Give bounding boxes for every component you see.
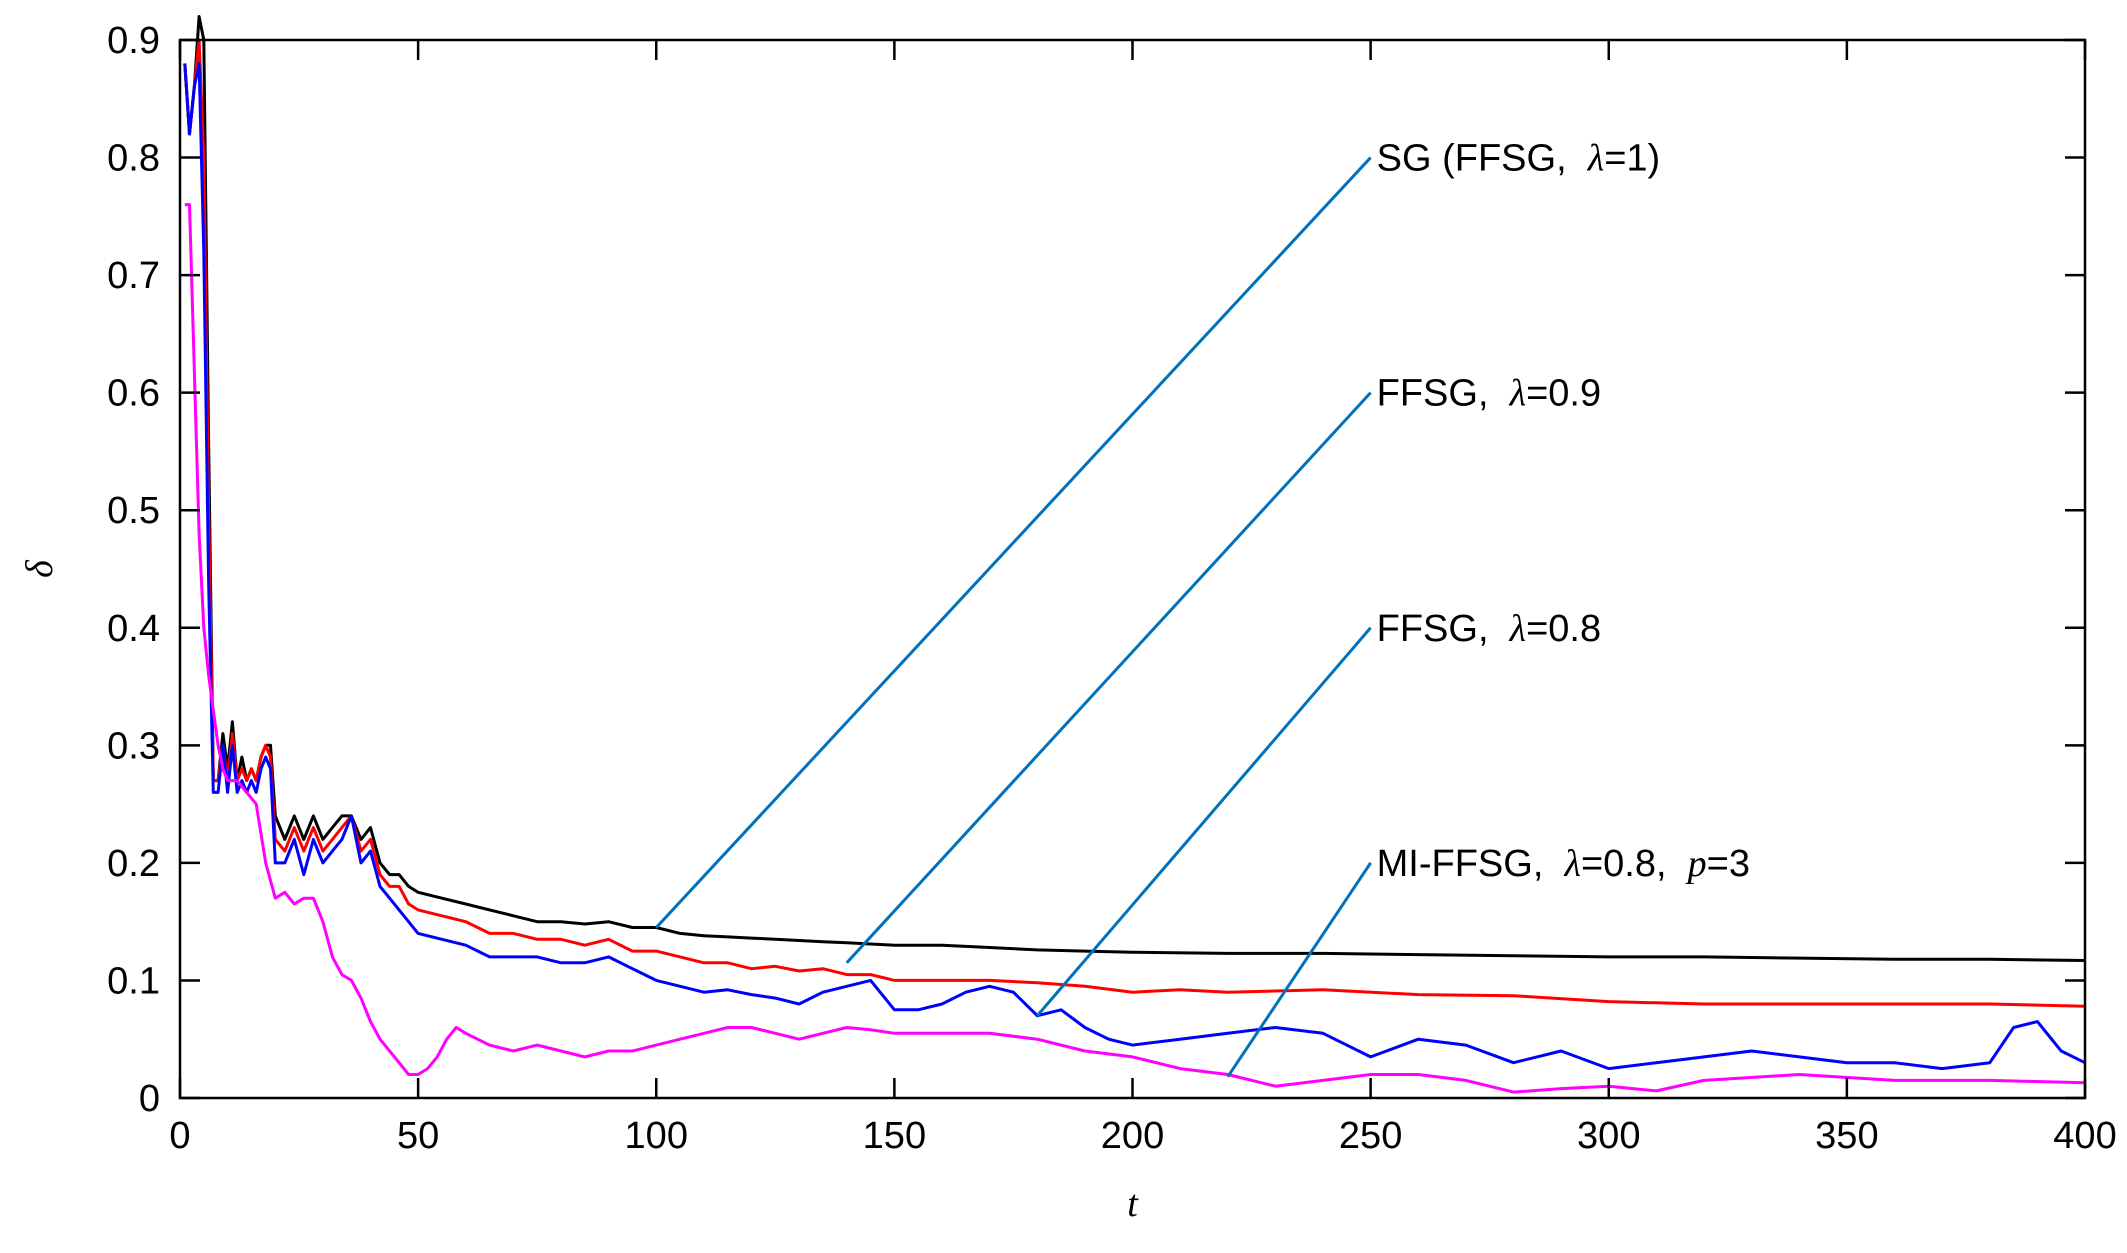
annotation-1-suffix: =1): [1604, 138, 1660, 180]
x-tick-label: 400: [2053, 1115, 2116, 1157]
x-tick-label: 150: [863, 1115, 926, 1157]
x-tick-label: 350: [1815, 1115, 1878, 1157]
annotation-arrow-2: [845, 391, 1372, 964]
annotation-label-3: FFSG, λ=0.8: [1377, 608, 1602, 650]
series-line-2: [183, 38, 2086, 1008]
series-line-1: [183, 15, 2086, 962]
x-tick-label: 300: [1577, 1115, 1640, 1157]
annotation-arrow-3: [1036, 626, 1372, 1017]
x-tick-label: 0: [169, 1115, 190, 1157]
annotation-2-prefix: FFSG,: [1377, 373, 1510, 415]
y-tick-label: 0.6: [107, 373, 160, 415]
y-tick-label: 0.5: [107, 490, 160, 532]
annotation-2-greek: λ: [1509, 373, 1526, 415]
annotation-3-prefix: FFSG,: [1377, 608, 1510, 650]
annotation-4-prefix: MI-FFSG,: [1377, 843, 1565, 885]
x-axis-title: t: [1127, 1183, 1139, 1225]
annotation-1-greek: λ: [1587, 138, 1604, 180]
annotation-2-suffix: =0.9: [1526, 373, 1601, 415]
y-tick-label: 0.4: [107, 608, 160, 650]
annotation-3-suffix: =0.8: [1526, 608, 1601, 650]
annotation-label-4: MI-FFSG, λ=0.8, p=3: [1377, 843, 1750, 885]
annotation-3-greek: λ: [1509, 608, 1526, 650]
y-tick-label: 0.7: [107, 255, 160, 297]
axis-layer: 0 50 100 150 200 250 300 350 400 0 0.1 0.2 0.3 0.4 0.5…: [107, 20, 2117, 1157]
annotation-4-p-val: =3: [1707, 843, 1750, 885]
y-tick-label: 0.9: [107, 20, 160, 62]
annotation-arrow-1: [655, 156, 1372, 929]
annotation-4-p-var: p: [1685, 843, 1707, 885]
y-tick-label: 0.3: [107, 725, 160, 767]
x-tick-label: 200: [1101, 1115, 1164, 1157]
x-tick-label: 250: [1339, 1115, 1402, 1157]
y-tick-label: 0.2: [107, 843, 160, 885]
y-tick-label: 0.8: [107, 138, 160, 180]
y-tick-label: 0.1: [107, 960, 160, 1002]
series-line-4: [184, 203, 2086, 1094]
y-tick-label: 0: [139, 1078, 160, 1120]
y-axis-title: δ: [19, 559, 61, 578]
x-tick-label: 100: [625, 1115, 688, 1157]
annotation-1-prefix: SG (FFSG,: [1377, 138, 1588, 180]
series-layer: [183, 15, 2086, 1094]
annotation-arrow-4: [1226, 862, 1372, 1078]
annotation-label-2: FFSG, λ=0.9: [1377, 373, 1602, 415]
series-line-3: [183, 62, 2086, 1071]
annotation-4-greek: λ: [1564, 843, 1581, 885]
x-tick-label: 50: [397, 1115, 439, 1157]
annotation-label-1: SG (FFSG, λ=1): [1377, 138, 1661, 180]
annotation-4-suffix: =0.8,: [1581, 843, 1688, 885]
